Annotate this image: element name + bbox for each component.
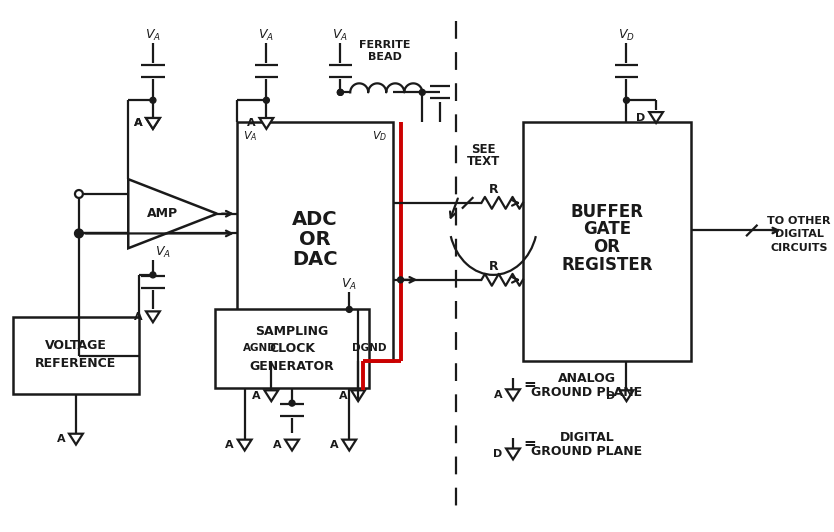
Text: DIGITAL: DIGITAL xyxy=(775,229,823,239)
Text: A: A xyxy=(252,390,260,401)
Text: GENERATOR: GENERATOR xyxy=(249,360,334,373)
Text: $V_A$: $V_A$ xyxy=(155,245,171,260)
Text: $V_D$: $V_D$ xyxy=(371,129,387,143)
Polygon shape xyxy=(146,118,160,129)
Text: A: A xyxy=(247,119,255,128)
Text: DAC: DAC xyxy=(292,250,338,269)
Text: AGND: AGND xyxy=(243,343,277,353)
Text: D: D xyxy=(493,449,502,459)
Text: AMP: AMP xyxy=(148,207,178,220)
Text: A: A xyxy=(133,119,142,128)
Polygon shape xyxy=(342,439,356,451)
Polygon shape xyxy=(128,179,217,248)
Circle shape xyxy=(624,97,630,103)
Circle shape xyxy=(150,97,156,103)
Text: A: A xyxy=(225,440,234,450)
Polygon shape xyxy=(285,439,299,451)
Text: REGISTER: REGISTER xyxy=(561,256,652,274)
Text: D: D xyxy=(606,390,615,401)
Text: A: A xyxy=(329,440,339,450)
Text: CIRCUITS: CIRCUITS xyxy=(771,243,828,253)
Circle shape xyxy=(346,306,352,312)
Polygon shape xyxy=(259,118,274,129)
Text: =: = xyxy=(524,377,536,392)
Text: GATE: GATE xyxy=(583,220,631,238)
Circle shape xyxy=(338,89,344,95)
Circle shape xyxy=(338,89,344,95)
Polygon shape xyxy=(238,439,252,451)
Polygon shape xyxy=(506,448,520,459)
Text: REFERENCE: REFERENCE xyxy=(35,357,117,370)
Polygon shape xyxy=(146,311,160,322)
Text: $V_A$: $V_A$ xyxy=(341,277,357,292)
Circle shape xyxy=(76,230,82,236)
Text: FERRITE: FERRITE xyxy=(359,40,410,50)
Text: ADC: ADC xyxy=(292,210,338,229)
Text: VOLTAGE: VOLTAGE xyxy=(45,339,107,352)
Text: $V_A$: $V_A$ xyxy=(333,28,349,43)
Polygon shape xyxy=(649,112,663,123)
Circle shape xyxy=(289,400,295,406)
Text: DIGITAL: DIGITAL xyxy=(560,431,615,444)
Text: DGND: DGND xyxy=(352,343,387,353)
Text: $V_A$: $V_A$ xyxy=(243,129,257,143)
Circle shape xyxy=(264,97,269,103)
Text: GROUND PLANE: GROUND PLANE xyxy=(531,445,642,458)
Circle shape xyxy=(398,277,404,283)
Polygon shape xyxy=(264,390,279,401)
FancyBboxPatch shape xyxy=(237,122,393,361)
Text: TO OTHER: TO OTHER xyxy=(767,215,831,226)
Text: $V_A$: $V_A$ xyxy=(145,28,161,43)
Text: BEAD: BEAD xyxy=(368,52,402,62)
Text: D: D xyxy=(636,113,646,122)
Text: =: = xyxy=(524,436,536,451)
Text: TEXT: TEXT xyxy=(467,155,500,168)
Text: A: A xyxy=(494,390,502,400)
Polygon shape xyxy=(69,434,83,445)
Circle shape xyxy=(150,272,156,278)
Text: OR: OR xyxy=(299,230,330,249)
Text: A: A xyxy=(339,390,347,401)
Polygon shape xyxy=(506,389,520,400)
Text: ANALOG: ANALOG xyxy=(558,372,616,385)
Polygon shape xyxy=(351,390,365,401)
Text: A: A xyxy=(273,440,281,450)
Text: CLOCK: CLOCK xyxy=(269,343,315,355)
Text: BUFFER: BUFFER xyxy=(570,203,643,221)
Text: A: A xyxy=(133,119,142,128)
Text: A: A xyxy=(57,434,65,444)
Text: OR: OR xyxy=(593,238,620,256)
Text: R: R xyxy=(489,182,498,196)
Text: GROUND PLANE: GROUND PLANE xyxy=(531,386,642,399)
Text: SAMPLING: SAMPLING xyxy=(255,325,329,338)
Text: A: A xyxy=(133,312,142,322)
Circle shape xyxy=(420,89,425,95)
Text: SEE: SEE xyxy=(471,143,495,156)
Text: R: R xyxy=(489,260,498,272)
Polygon shape xyxy=(620,390,633,401)
FancyBboxPatch shape xyxy=(523,122,691,361)
FancyBboxPatch shape xyxy=(13,317,139,394)
Text: $V_D$: $V_D$ xyxy=(618,28,635,43)
Polygon shape xyxy=(146,118,160,129)
Text: $V_A$: $V_A$ xyxy=(259,28,274,43)
FancyBboxPatch shape xyxy=(215,310,369,388)
